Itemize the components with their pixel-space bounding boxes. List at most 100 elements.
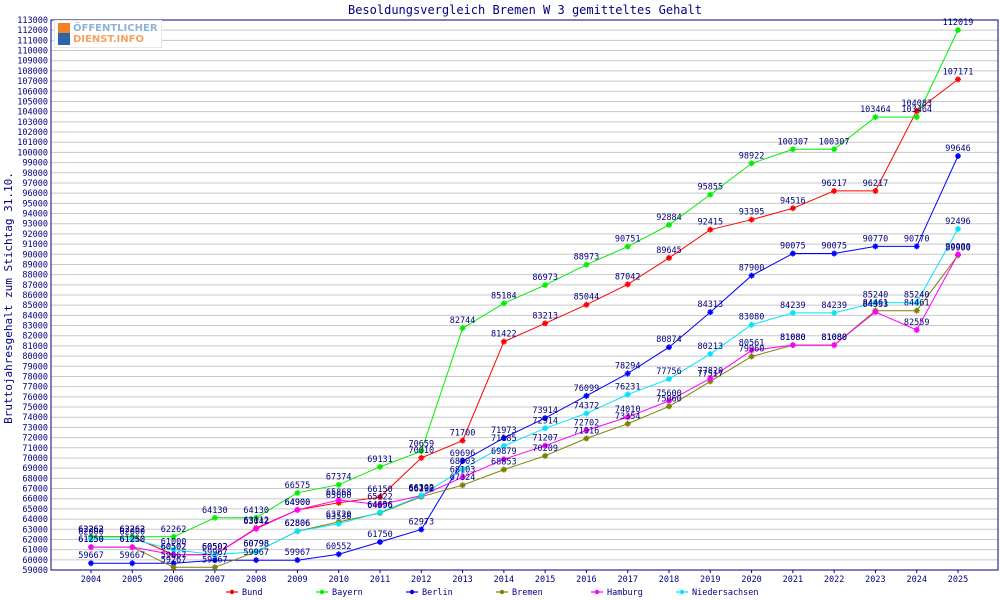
data-label: 90770 [904,234,930,244]
x-tick-label: 2016 [576,575,596,585]
legend-swatch-marker [594,589,600,595]
data-label: 112019 [943,18,974,28]
data-point-core [254,549,258,554]
data-label: 65600 [326,491,352,501]
data-label: 66575 [285,481,311,491]
data-point-core [791,311,795,315]
data-label: 87900 [739,264,765,274]
data-label: 80213 [697,342,723,352]
data-label: 93395 [739,208,765,218]
data-label: 75060 [656,394,682,404]
legend-swatch-marker [499,589,505,595]
y-tick-label: 69000 [22,464,48,474]
data-point-core [378,465,382,469]
data-point-core [791,343,795,347]
data-label: 81080 [780,333,806,343]
data-label: 63538 [326,512,352,522]
series-line [91,29,959,538]
data-label: 63720 [326,510,352,520]
data-label: 59667 [119,551,145,561]
data-point-core [502,457,506,461]
x-tick-label: 2019 [700,575,720,585]
data-label: 68103 [450,465,476,475]
data-label: 104083 [901,99,932,109]
legend-swatch-marker [319,589,325,595]
data-label: 76099 [574,384,600,394]
data-point-core [213,565,217,570]
data-point-core [625,422,630,426]
data-point-core [336,552,341,556]
data-point-core [460,475,465,480]
data-point-core [956,77,960,82]
data-label: 71973 [491,426,517,436]
data-point-core [171,561,176,566]
data-label: 72914 [532,416,558,426]
data-point-core [336,521,341,526]
series-line [91,79,959,556]
x-tick-label: 2008 [246,575,266,585]
data-label: 67324 [450,473,476,483]
legend-label: Bremen [512,588,543,598]
x-tick-label: 2015 [535,575,555,585]
data-label: 82744 [450,316,476,326]
data-point-core [584,262,589,267]
data-point-core [584,394,589,398]
y-tick-label: 95000 [22,199,48,209]
data-label: 66192 [408,485,434,495]
legend-label: Berlin [422,588,453,598]
data-point-core [667,256,671,260]
y-tick-label: 63000 [22,525,48,535]
data-point-core [956,252,960,257]
y-tick-label: 102000 [17,128,48,138]
data-label: 61250 [78,535,104,545]
y-tick-label: 99000 [22,159,48,169]
data-label: 84461 [904,299,930,309]
data-point-core [419,449,424,454]
data-point-core [502,436,506,440]
logo-line1: ÖFFENTLICHER [73,23,158,34]
data-label: 92496 [945,217,971,227]
data-point-core [419,493,424,498]
data-point-core [171,552,176,557]
data-point-core [378,502,382,507]
y-tick-label: 81000 [22,342,48,352]
data-point-core [914,115,919,119]
y-tick-label: 107000 [17,77,48,87]
data-point-core [295,529,300,534]
data-label: 82559 [904,318,930,328]
data-label: 84239 [780,301,806,311]
data-point-core [749,354,754,359]
data-label: 62262 [119,525,145,535]
y-tick-label: 91000 [22,240,48,250]
x-tick-label: 2021 [783,575,803,585]
y-tick-label: 71000 [22,444,48,454]
data-label: 71185 [491,434,517,444]
data-label: 68903 [450,457,476,467]
data-label: 69879 [491,447,517,457]
data-point-core [460,467,465,471]
data-label: 59667 [78,551,104,561]
data-point-core [667,223,671,227]
y-tick-label: 109000 [17,57,48,67]
data-label: 76231 [615,382,641,392]
x-tick-label: 2006 [163,575,183,585]
y-tick-label: 103000 [17,118,48,128]
x-tick-label: 2018 [659,575,679,585]
x-tick-label: 2024 [906,575,926,585]
data-label: 74010 [615,405,641,415]
y-tick-label: 77000 [22,383,48,393]
y-tick-label: 113000 [17,16,48,26]
y-tick-label: 82000 [22,332,48,342]
data-point-core [832,311,836,315]
data-point-core [543,416,547,420]
data-label: 59967 [243,548,269,558]
data-point-core [213,558,217,562]
chart-title: Besoldungsvergleich Bremen W 3 gemittelt… [348,3,702,17]
data-label: 64900 [285,498,311,508]
data-point-core [791,206,795,211]
data-point-core [502,467,506,472]
data-label: 62262 [78,525,104,535]
data-label: 60798 [243,540,269,550]
data-point-core [460,438,465,443]
